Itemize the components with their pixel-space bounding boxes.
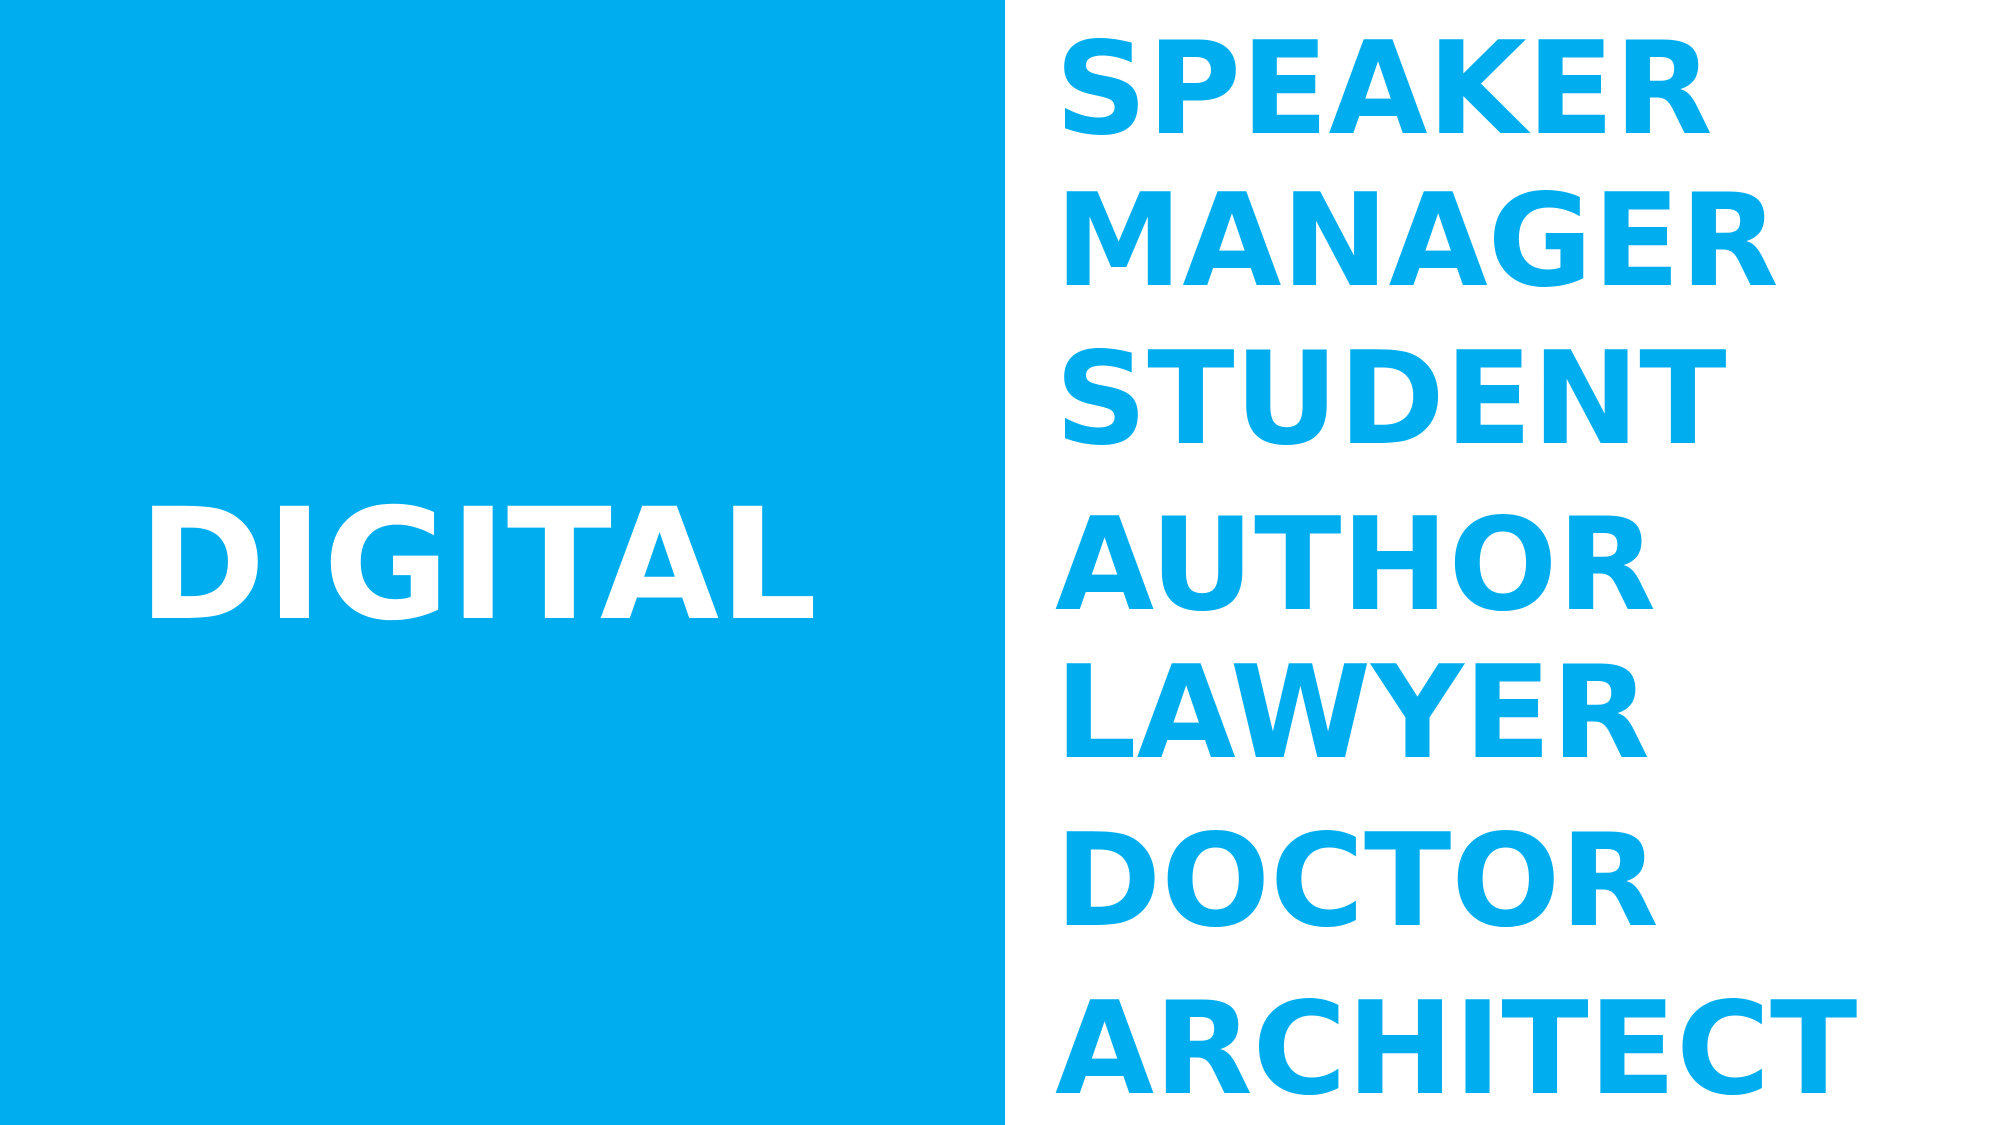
- accent-panel: DIGITAL: [0, 0, 1005, 1125]
- word-manager: MANAGER: [1055, 167, 1779, 316]
- main-word: DIGITAL: [138, 476, 818, 655]
- word-speaker: SPEAKER: [1055, 15, 1713, 164]
- word-lawyer: LAWYER: [1055, 639, 1650, 788]
- word-author: AUTHOR: [1055, 491, 1656, 640]
- word-architect: ARCHITECT: [1055, 975, 1858, 1124]
- word-student: STUDENT: [1055, 325, 1727, 474]
- word-doctor: DOCTOR: [1055, 807, 1659, 956]
